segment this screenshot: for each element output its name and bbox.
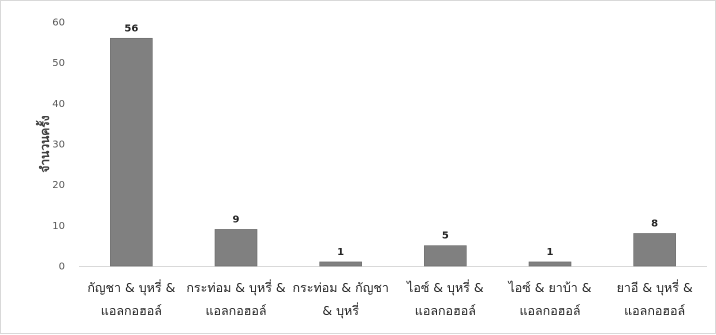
y-tick-label: 10 bbox=[52, 221, 65, 232]
bar bbox=[214, 229, 258, 267]
x-category-label-line: ไอซ์ & ยาบ้า & bbox=[508, 280, 592, 295]
data-label: 8 bbox=[651, 218, 658, 229]
x-category-label-line: กระท่อม & บุหรี่ & bbox=[186, 279, 286, 296]
bar bbox=[110, 37, 153, 267]
x-category-label-line: กระท่อม & กัญชา bbox=[292, 280, 388, 295]
x-category-label-line: แอลกอฮอล์ bbox=[415, 303, 476, 318]
x-category-label: กัญชา & บุหรี่ & แอลกอฮอล์ bbox=[87, 279, 175, 318]
y-tick-label: 50 bbox=[52, 58, 65, 69]
y-tick-label: 60 bbox=[52, 18, 65, 29]
data-label: 1 bbox=[547, 247, 554, 258]
x-category-label-line: แอลกอฮอล์ bbox=[624, 303, 685, 318]
bar bbox=[319, 261, 362, 267]
data-label: 5 bbox=[442, 231, 449, 242]
y-tick-label: 30 bbox=[52, 140, 65, 151]
x-category-label: ไอซ์ & บุหรี่ & แอลกอฮอล์ bbox=[406, 279, 484, 318]
bars bbox=[110, 37, 676, 267]
data-label: 1 bbox=[337, 247, 344, 258]
x-category-label: กระท่อม & กัญชา & บุหรี่ bbox=[292, 280, 388, 319]
x-category-label: ยาอี & บุหรี่ & แอลกอฮอล์ bbox=[617, 279, 693, 318]
bar bbox=[633, 233, 676, 267]
x-category-label: ไอซ์ & ยาบ้า & แอลกอฮอล์ bbox=[508, 280, 592, 318]
y-tick-label: 0 bbox=[59, 262, 65, 273]
y-axis-title: จำนวนครั้ง bbox=[35, 115, 52, 172]
x-category-label-line: แอลกอฮอล์ bbox=[101, 303, 162, 318]
y-tick-label: 40 bbox=[52, 99, 65, 110]
x-category-label: กระท่อม & บุหรี่ & แอลกอฮอล์ bbox=[186, 279, 286, 318]
x-category-label-line: ยาอี & บุหรี่ & bbox=[617, 279, 693, 296]
x-category-label-line: & บุหรี่ bbox=[322, 302, 359, 319]
x-category-label-line: แอลกอฮอล์ bbox=[205, 303, 266, 318]
data-labels: 56 9 1 5 1 8 bbox=[124, 23, 658, 258]
x-axis-category-labels: กัญชา & บุหรี่ &แอลกอฮอล์กระท่อม & บุหรี… bbox=[87, 279, 693, 319]
data-label: 56 bbox=[124, 23, 138, 34]
data-label: 9 bbox=[233, 214, 240, 225]
x-category-label-line: กัญชา & บุหรี่ & bbox=[87, 279, 175, 296]
bar bbox=[424, 245, 467, 267]
y-axis-ticks: 0 10 20 30 40 50 60 bbox=[52, 18, 65, 273]
x-category-label-line: แอลกอฮอล์ bbox=[519, 303, 580, 318]
x-category-label-line: ไอซ์ & บุหรี่ & bbox=[406, 279, 484, 296]
bar bbox=[528, 261, 572, 267]
y-tick-label: 20 bbox=[52, 180, 65, 191]
